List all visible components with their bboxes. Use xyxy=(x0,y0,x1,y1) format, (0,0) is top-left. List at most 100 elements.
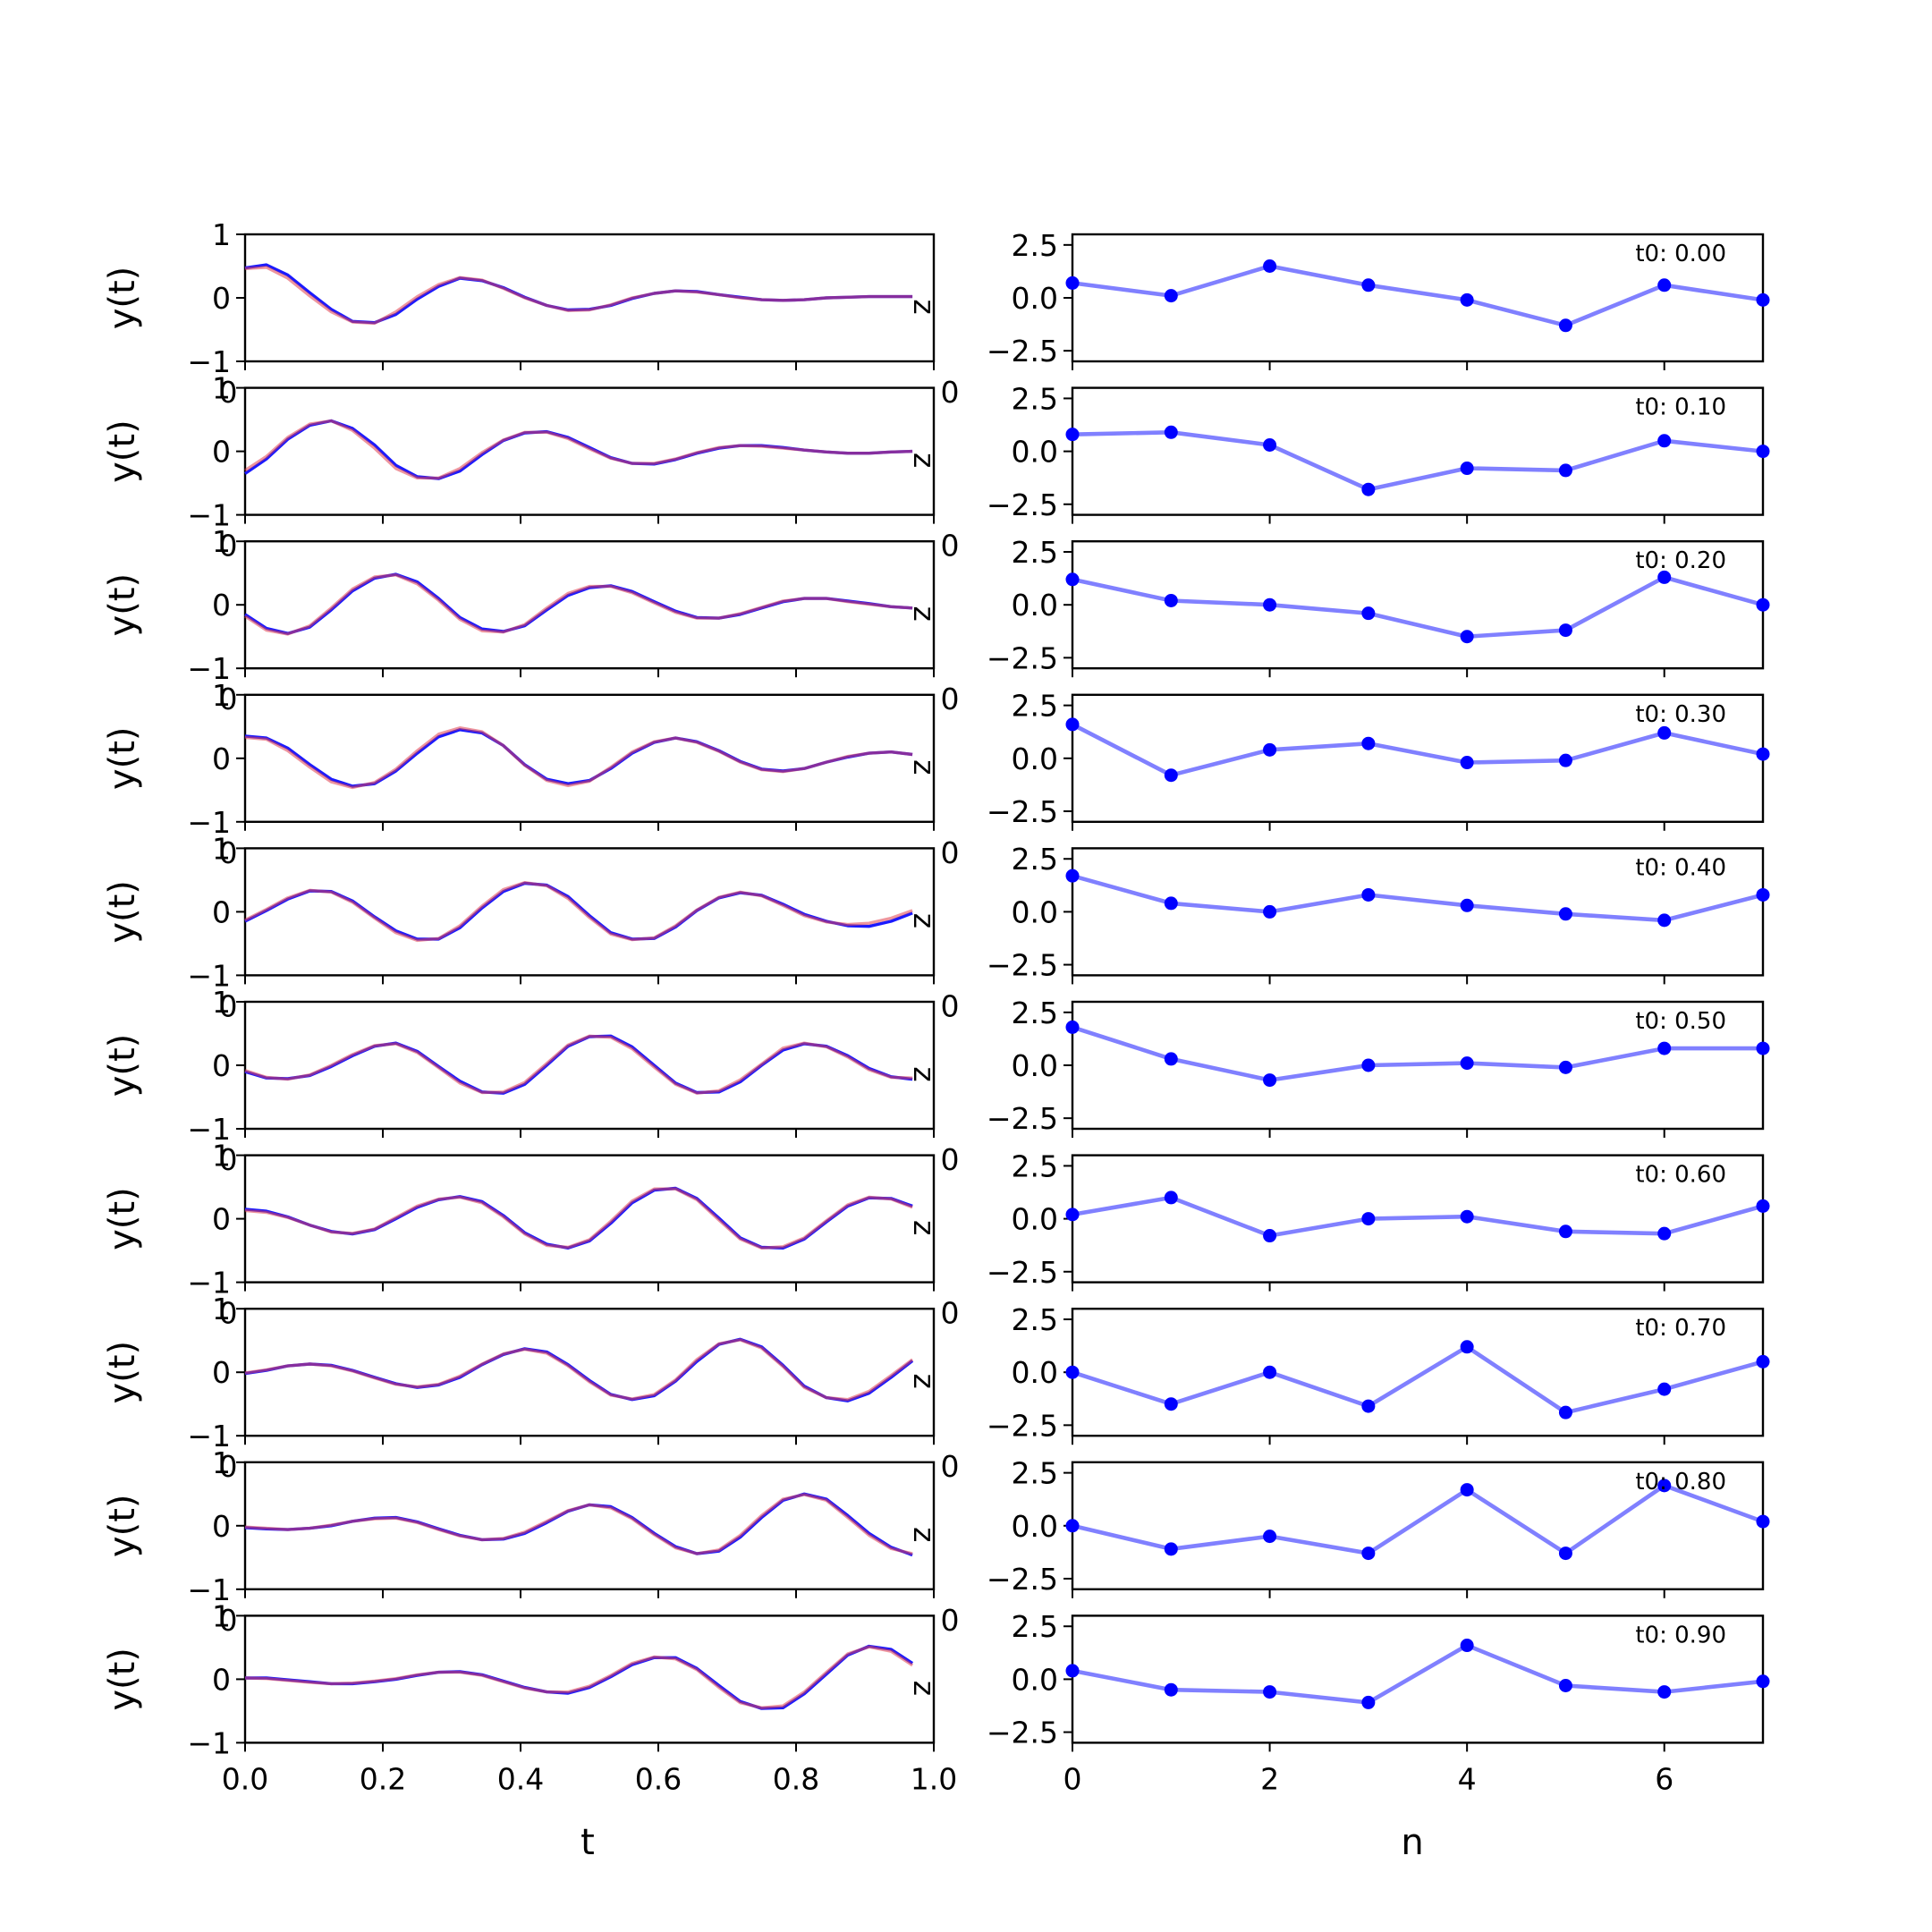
left-overlap-tick-label: 0 xyxy=(219,1603,238,1638)
right-y-tick-label: 2.5 xyxy=(1012,1609,1058,1644)
right-overlap-tick-label: 0 xyxy=(941,988,960,1023)
right-x-tick-label: 0 xyxy=(1063,1761,1082,1796)
left-z-glyph: z xyxy=(907,913,942,928)
right-x-tick-label: 6 xyxy=(1655,1761,1674,1796)
right-t0-annotation: t0: 0.60 xyxy=(1635,1162,1726,1189)
left-z-glyph: z xyxy=(907,1220,942,1235)
left-z-glyph: z xyxy=(907,1527,942,1542)
left-subplot-4: 10−10y(t) z xyxy=(102,831,942,1023)
right-data-point xyxy=(1164,1397,1178,1411)
right-data-point xyxy=(1756,1041,1770,1055)
left-y-tick-label: 0 xyxy=(212,741,231,776)
left-overlap-tick-label: 0 xyxy=(219,1449,238,1484)
right-overlap-tick-label: 0 xyxy=(941,1142,960,1177)
right-data-point xyxy=(1558,1224,1572,1239)
left-column-subplots: 10−10y(t) z10−10y(t) z10−10y(t) z10−10y(t) z… xyxy=(102,217,957,1796)
left-subplot-6: 10−10y(t) z xyxy=(102,1139,942,1331)
right-data-point xyxy=(1065,428,1080,442)
right-data-point xyxy=(1164,1052,1178,1066)
right-data-point xyxy=(1164,289,1178,303)
left-reconstruction-line xyxy=(244,573,913,636)
right-series-line xyxy=(1072,1344,1764,1415)
right-data-point xyxy=(1657,570,1672,584)
right-data-point xyxy=(1460,292,1474,307)
left-y-axis-label: y(t) xyxy=(102,419,143,483)
right-data-point xyxy=(1361,606,1376,621)
left-reconstruction-line xyxy=(244,266,913,326)
left-subplot-2: 10−10y(t) z xyxy=(102,524,942,716)
left-y-tick-label: 1 xyxy=(212,524,231,559)
left-z-glyph: z xyxy=(907,453,942,468)
left-y-axis-label: y(t) xyxy=(102,267,143,330)
right-y-tick-label: 2.5 xyxy=(1012,689,1058,724)
left-reconstruction-line xyxy=(244,1034,913,1095)
right-data-point xyxy=(1756,292,1770,307)
right-y-tick-label: −2.5 xyxy=(987,1716,1058,1750)
right-data-point xyxy=(1263,1685,1277,1699)
right-x-tick-label: 2 xyxy=(1260,1761,1279,1796)
right-data-point xyxy=(1263,904,1277,919)
right-series-line xyxy=(1072,264,1764,328)
left-subplot-7: 10−10y(t) z xyxy=(102,1292,942,1484)
left-y-axis-label: y(t) xyxy=(102,1341,143,1404)
right-overlap-tick-label: 0 xyxy=(941,375,960,410)
right-data-point xyxy=(1558,318,1572,333)
right-data-point xyxy=(1065,1208,1080,1222)
right-overlap-tick-label: 0 xyxy=(941,1449,960,1484)
right-t0-annotation: t0: 0.20 xyxy=(1635,547,1726,574)
left-reconstruction-line xyxy=(244,726,913,790)
right-data-point xyxy=(1263,1073,1277,1088)
left-y-axis-label: y(t) xyxy=(102,1648,143,1711)
right-overlap-tick-label: 0 xyxy=(941,1603,960,1638)
right-data-point xyxy=(1657,278,1672,292)
left-x-tick-label: 0.4 xyxy=(497,1761,544,1796)
left-x-tick-label: 1.0 xyxy=(911,1761,957,1796)
left-overlap-tick-label: 0 xyxy=(219,375,238,410)
right-y-tick-label: −2.5 xyxy=(987,1408,1058,1443)
left-y-tick-label: −1 xyxy=(187,805,231,840)
right-t0-annotation: t0: 0.40 xyxy=(1635,854,1726,881)
right-t0-annotation: t0: 0.90 xyxy=(1635,1622,1726,1648)
right-data-point xyxy=(1558,1679,1572,1692)
right-data-point xyxy=(1164,1682,1178,1697)
right-t0-annotation: t0: 0.80 xyxy=(1635,1469,1726,1496)
right-y-tick-label: 0.0 xyxy=(1012,1509,1058,1544)
left-z-glyph: z xyxy=(907,1066,942,1081)
right-data-point xyxy=(1065,717,1080,732)
left-y-axis-label: y(t) xyxy=(102,880,143,944)
right-y-tick-label: 0.0 xyxy=(1012,588,1058,623)
left-y-tick-label: 1 xyxy=(212,371,231,406)
left-overlap-tick-label: 0 xyxy=(219,835,238,870)
right-series-line xyxy=(1071,722,1764,778)
right-data-point xyxy=(1756,597,1770,612)
right-subplot-6: 2.5 0.0 −2.5 0 t0: 0.60 xyxy=(941,1148,1770,1331)
right-data-point xyxy=(1460,1340,1474,1354)
right-data-point xyxy=(1558,623,1572,638)
right-series-line xyxy=(1072,873,1764,923)
right-overlap-tick-label: 0 xyxy=(941,682,960,716)
right-x-axis-label: n xyxy=(1401,1822,1423,1863)
right-y-tick-label: 0.0 xyxy=(1012,741,1058,776)
left-subplot-5: 10−10y(t) z xyxy=(102,985,942,1177)
right-subplot-4: 2.5 0.0 −2.5 0 t0: 0.40 xyxy=(941,842,1770,1023)
right-subplot-2: 2.5 0.0 −2.5 0 t0: 0.20 xyxy=(941,535,1770,716)
left-y-tick-label: 1 xyxy=(212,217,231,252)
left-x-tick-label: 0.0 xyxy=(222,1761,268,1796)
right-data-point xyxy=(1756,1354,1770,1368)
right-data-point xyxy=(1263,438,1277,452)
right-data-point xyxy=(1263,742,1277,757)
right-data-point xyxy=(1263,597,1277,612)
right-data-point xyxy=(1460,1209,1474,1224)
left-y-tick-label: 0 xyxy=(212,1662,231,1697)
right-y-tick-label: 0.0 xyxy=(1012,281,1058,316)
left-subplot-0: 10−10y(t) z xyxy=(102,217,942,410)
right-y-tick-label: −2.5 xyxy=(987,334,1058,369)
left-reconstruction-line xyxy=(244,1187,913,1250)
right-y-tick-label: 0.0 xyxy=(1012,1355,1058,1390)
right-y-tick-label: 0.0 xyxy=(1012,894,1058,929)
left-y-tick-label: −1 xyxy=(187,1419,231,1453)
left-y-tick-label: 0 xyxy=(212,1355,231,1390)
right-subplot-5: 2.5 0.0 −2.5 0 t0: 0.50 xyxy=(941,996,1770,1177)
